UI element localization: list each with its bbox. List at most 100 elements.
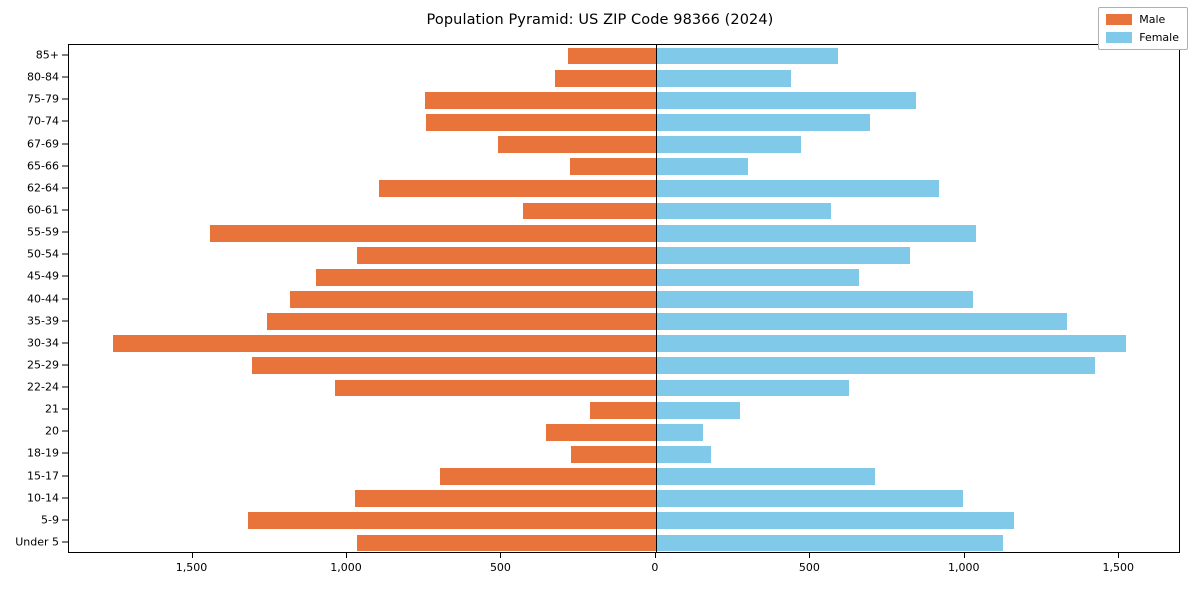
bar-male[interactable] xyxy=(590,401,656,419)
bar-female[interactable] xyxy=(655,423,703,441)
bar-male[interactable] xyxy=(248,512,656,530)
x-axis-tick xyxy=(1118,553,1120,558)
bar-male[interactable] xyxy=(316,268,656,286)
bar-row xyxy=(69,490,1179,508)
x-axis-label: 1,000 xyxy=(948,561,980,574)
bar-male[interactable] xyxy=(267,313,656,331)
bar-male[interactable] xyxy=(425,114,656,131)
bar-female[interactable] xyxy=(655,379,850,397)
bar-row xyxy=(69,357,1179,375)
bar-male[interactable] xyxy=(334,379,656,397)
bars-layer xyxy=(69,45,1179,552)
y-axis-label: Under 5 xyxy=(15,535,59,549)
bar-female[interactable] xyxy=(655,291,973,308)
bar-female[interactable] xyxy=(655,446,711,463)
y-axis-tick xyxy=(62,253,68,255)
bar-female[interactable] xyxy=(655,114,871,131)
y-axis-tick xyxy=(62,541,68,543)
x-axis-label: 1,500 xyxy=(1102,561,1134,574)
bar-female[interactable] xyxy=(655,401,740,419)
bar-row xyxy=(69,246,1179,264)
bar-row xyxy=(69,423,1179,441)
y-axis-tick xyxy=(62,231,68,233)
y-axis-tick xyxy=(62,497,68,499)
y-axis-tick xyxy=(62,165,68,167)
bar-male[interactable] xyxy=(571,446,656,463)
bar-male[interactable] xyxy=(356,246,656,264)
y-axis-tick xyxy=(62,275,68,277)
bar-row xyxy=(69,202,1179,220)
bar-male[interactable] xyxy=(498,136,656,153)
bar-female[interactable] xyxy=(655,468,876,485)
y-axis-label: 40-44 xyxy=(27,292,59,305)
y-axis-label: 25-29 xyxy=(27,358,59,372)
bar-female[interactable] xyxy=(655,313,1068,331)
bar-male[interactable] xyxy=(546,423,656,441)
bar-female[interactable] xyxy=(655,47,839,65)
bar-female[interactable] xyxy=(655,534,1003,552)
y-axis-tick xyxy=(62,298,68,299)
bar-row xyxy=(69,468,1179,485)
x-axis-tick xyxy=(809,553,811,558)
bar-male[interactable] xyxy=(570,158,656,176)
zero-axis-line xyxy=(655,45,658,552)
bar-female[interactable] xyxy=(655,158,748,176)
bar-male[interactable] xyxy=(290,291,656,308)
bar-male[interactable] xyxy=(252,357,656,375)
x-axis-label: 1,500 xyxy=(175,561,208,574)
y-axis-label: 30-34 xyxy=(27,336,59,350)
bar-row xyxy=(69,180,1179,198)
bar-male[interactable] xyxy=(555,69,656,87)
bar-row xyxy=(69,69,1179,87)
y-axis-tick xyxy=(62,475,68,477)
y-axis-label: 15-17 xyxy=(27,469,59,483)
bar-female[interactable] xyxy=(655,512,1015,530)
bar-female[interactable] xyxy=(655,268,860,286)
bar-male[interactable] xyxy=(356,534,656,552)
bar-female[interactable] xyxy=(655,69,792,87)
bar-female[interactable] xyxy=(655,490,963,508)
bar-male[interactable] xyxy=(568,47,656,65)
bar-female[interactable] xyxy=(655,202,832,220)
chart-legend: Male Female xyxy=(1098,7,1188,50)
bar-male[interactable] xyxy=(378,180,656,198)
plot-area xyxy=(68,44,1180,553)
bar-row xyxy=(69,401,1179,419)
legend-swatch xyxy=(1106,32,1133,43)
bar-male[interactable] xyxy=(424,91,656,109)
bar-female[interactable] xyxy=(655,180,939,198)
bar-male[interactable] xyxy=(354,490,656,508)
y-axis-label: 80-84 xyxy=(27,70,59,84)
legend-label: Female xyxy=(1139,31,1179,44)
bar-row xyxy=(69,224,1179,242)
y-axis-label: 45-49 xyxy=(27,269,59,283)
bar-female[interactable] xyxy=(655,91,916,109)
y-axis-label: 85+ xyxy=(35,48,59,62)
x-axis-label: 500 xyxy=(798,561,820,574)
y-axis-tick xyxy=(62,76,68,78)
bar-female[interactable] xyxy=(655,136,802,153)
x-axis-tick xyxy=(654,553,656,558)
y-axis-label: 20 xyxy=(45,424,59,438)
bar-female[interactable] xyxy=(655,246,910,264)
legend-item[interactable]: Female xyxy=(1106,31,1179,44)
bar-male[interactable] xyxy=(209,224,656,242)
bar-female[interactable] xyxy=(655,357,1096,375)
legend-item[interactable]: Male xyxy=(1106,13,1179,26)
y-axis-tick xyxy=(62,320,68,322)
y-axis-tick xyxy=(62,143,68,145)
y-axis-label: 5-9 xyxy=(41,513,59,527)
bar-male[interactable] xyxy=(523,202,656,220)
x-axis-label: 500 xyxy=(489,561,511,574)
bar-female[interactable] xyxy=(655,224,976,242)
y-axis-label: 75-79 xyxy=(27,92,59,106)
x-axis-tick xyxy=(963,553,965,558)
y-axis-tick xyxy=(62,98,68,100)
y-axis-label: 67-69 xyxy=(27,137,59,151)
bar-female[interactable] xyxy=(655,335,1126,353)
y-axis-tick xyxy=(62,452,68,454)
bar-male[interactable] xyxy=(439,468,656,485)
bar-male[interactable] xyxy=(112,335,656,353)
y-axis-tick xyxy=(62,120,68,122)
y-axis-label: 10-14 xyxy=(27,491,59,505)
